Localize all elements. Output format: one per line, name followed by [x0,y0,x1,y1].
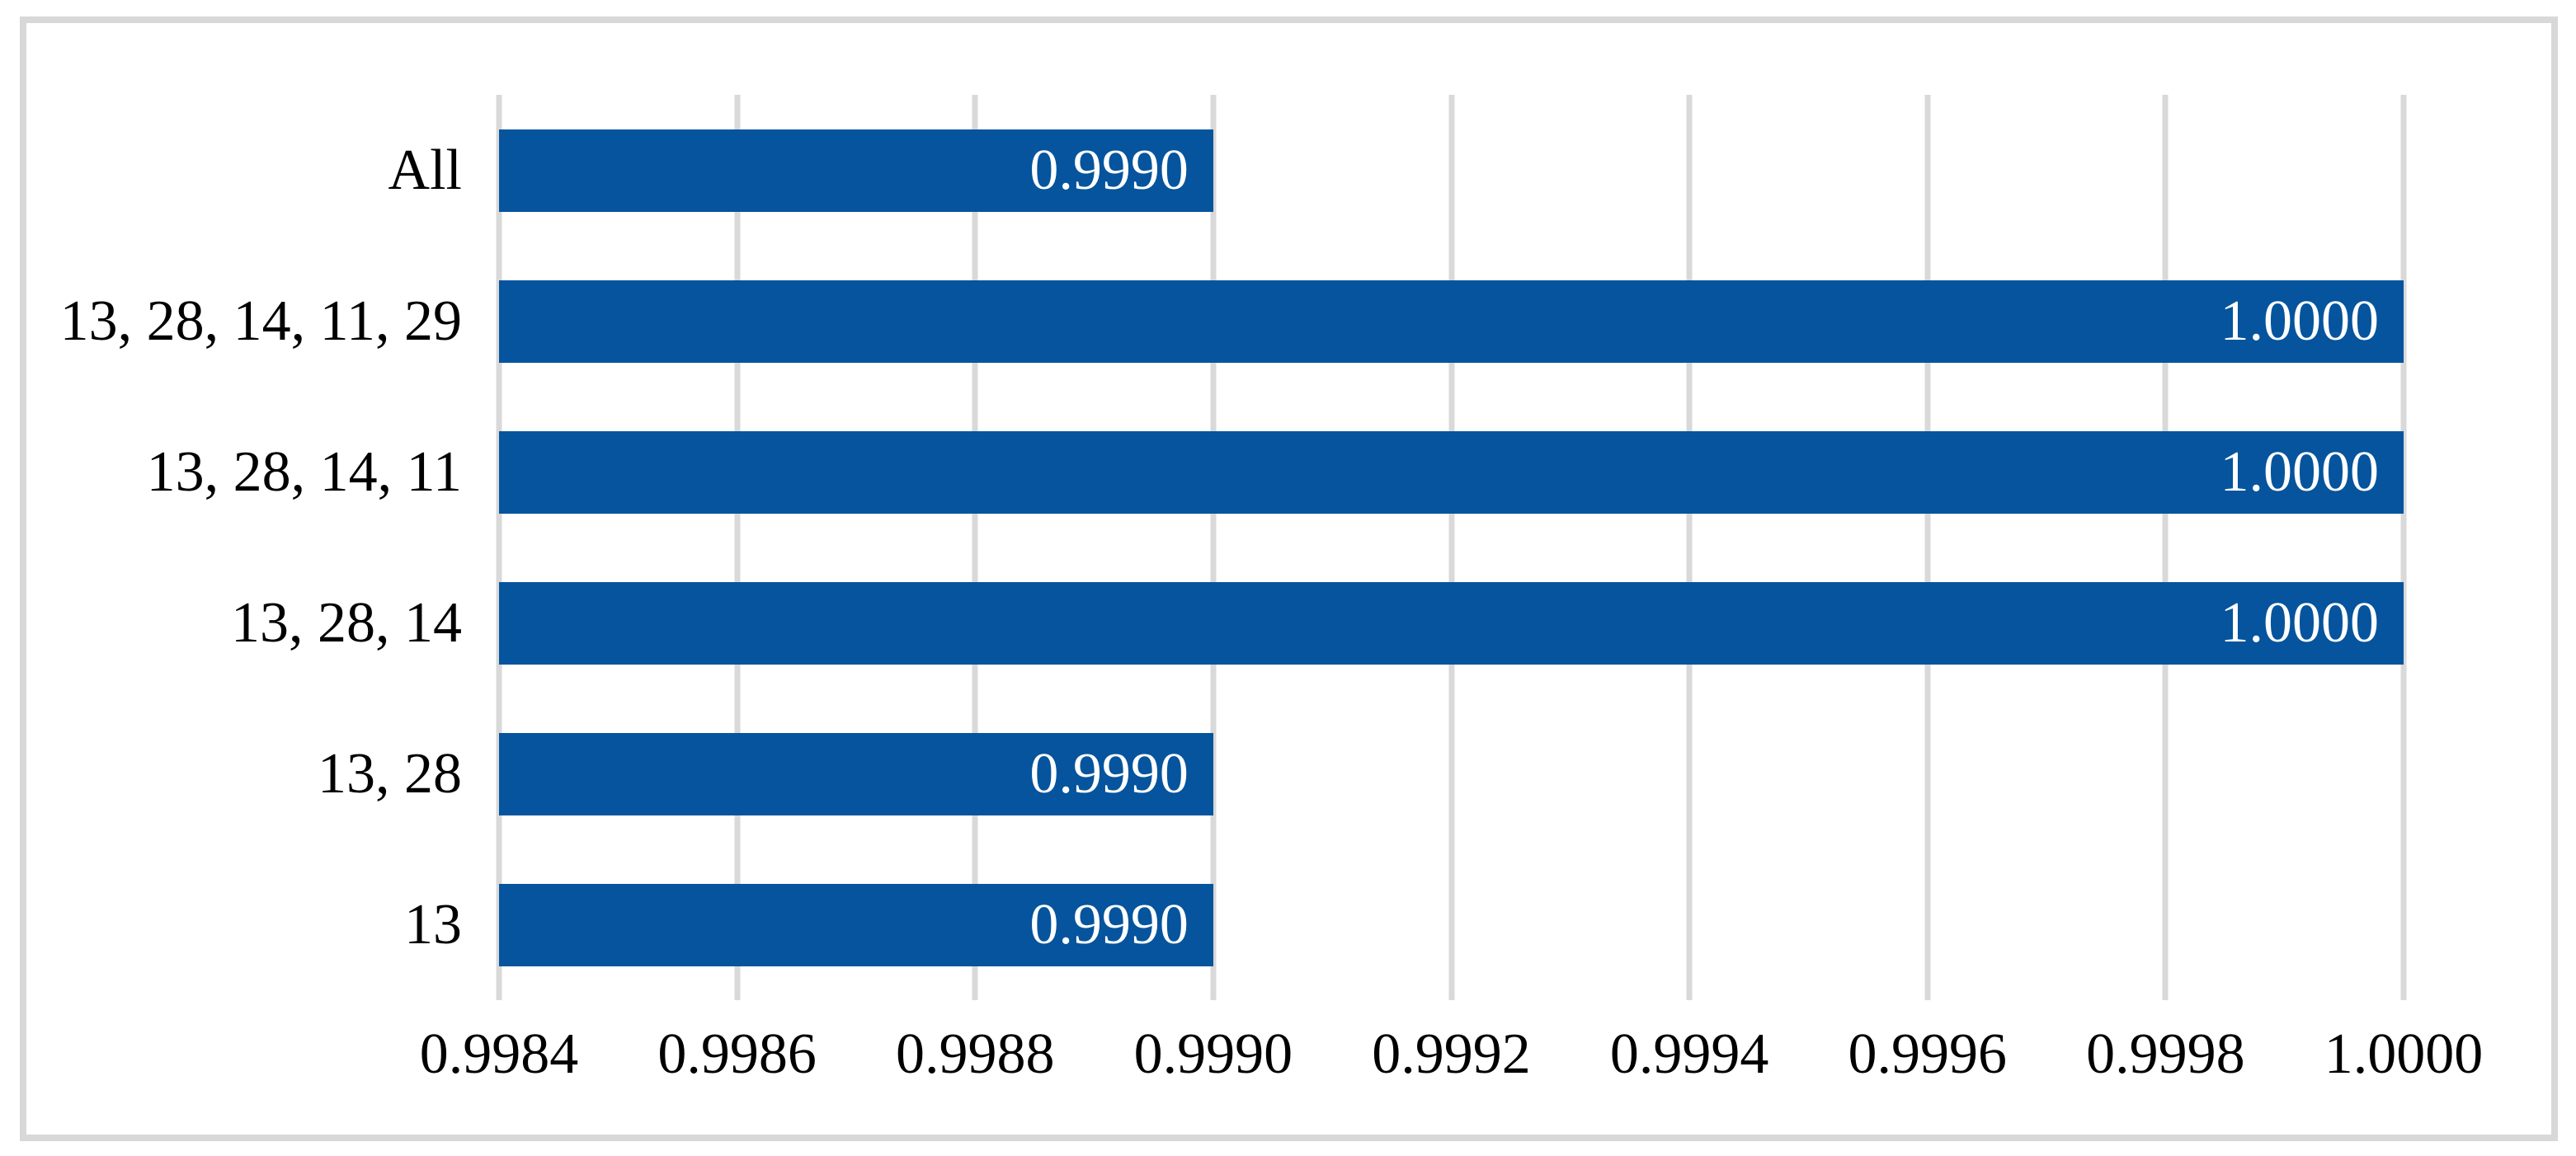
chart-border-frame [20,16,2558,1141]
bar-value-label: 1.0000 [2220,289,2380,353]
category-axis: All 13, 28, 14, 11, 29 13, 28, 14, 11 13, 2… [33,95,462,1000]
bar: 0.9990 [499,732,1213,815]
x-tick-label: 0.9998 [2086,1022,2245,1086]
bar: 0.9990 [499,883,1213,966]
gridline [1448,95,1454,1000]
gridline [1210,95,1217,1000]
category-label: 13 [404,892,462,956]
gridline [734,95,741,1000]
value-axis: 0.9984 0.9986 0.9988 0.9990 0.9992 0.9994 0.99… [420,1022,2484,1113]
bar: 1.0000 [499,581,2404,665]
bar-value-label: 1.0000 [2220,439,2380,504]
bar-value-label: 0.9990 [1029,741,1189,806]
category-label: 13, 28 [318,741,462,806]
category-label: 13, 28, 14 [231,590,462,655]
bar: 1.0000 [499,430,2404,514]
x-tick-label: 1.0000 [2324,1022,2484,1086]
bar-row: 0.9990 [499,698,2404,849]
bar-row: 1.0000 [499,547,2404,698]
bar-value-label: 1.0000 [2220,590,2380,655]
x-tick-label: 0.9992 [1372,1022,1531,1086]
bar-value-label: 0.9990 [1029,138,1189,202]
x-tick-label: 0.9994 [1609,1022,1769,1086]
gridline [496,95,502,1000]
bar: 0.9990 [499,129,1213,212]
x-tick-label: 0.9988 [896,1022,1055,1086]
bar-row: 1.0000 [499,246,2404,397]
category-label: All [388,138,462,202]
bar-row: 0.9990 [499,849,2404,1000]
gridline [2400,95,2407,1000]
bar-value-label: 0.9990 [1029,892,1189,956]
x-tick-label: 0.9990 [1133,1022,1293,1086]
gridline [972,95,978,1000]
x-tick-label: 0.9984 [419,1022,579,1086]
gridline [1686,95,1693,1000]
x-tick-label: 0.9996 [1848,1022,2008,1086]
x-tick-label: 0.9986 [657,1022,817,1086]
bar-row: 0.9990 [499,95,2404,246]
gridline [2162,95,2169,1000]
category-label: 13, 28, 14, 11 [146,439,462,504]
gridline [1924,95,1931,1000]
bar-row: 1.0000 [499,397,2404,547]
category-label: 13, 28, 14, 11, 29 [59,289,462,353]
bar: 1.0000 [499,280,2404,363]
plot-area: 0.9990 1.0000 1.0000 1.0000 0.9990 0.9990 [496,95,2407,1000]
